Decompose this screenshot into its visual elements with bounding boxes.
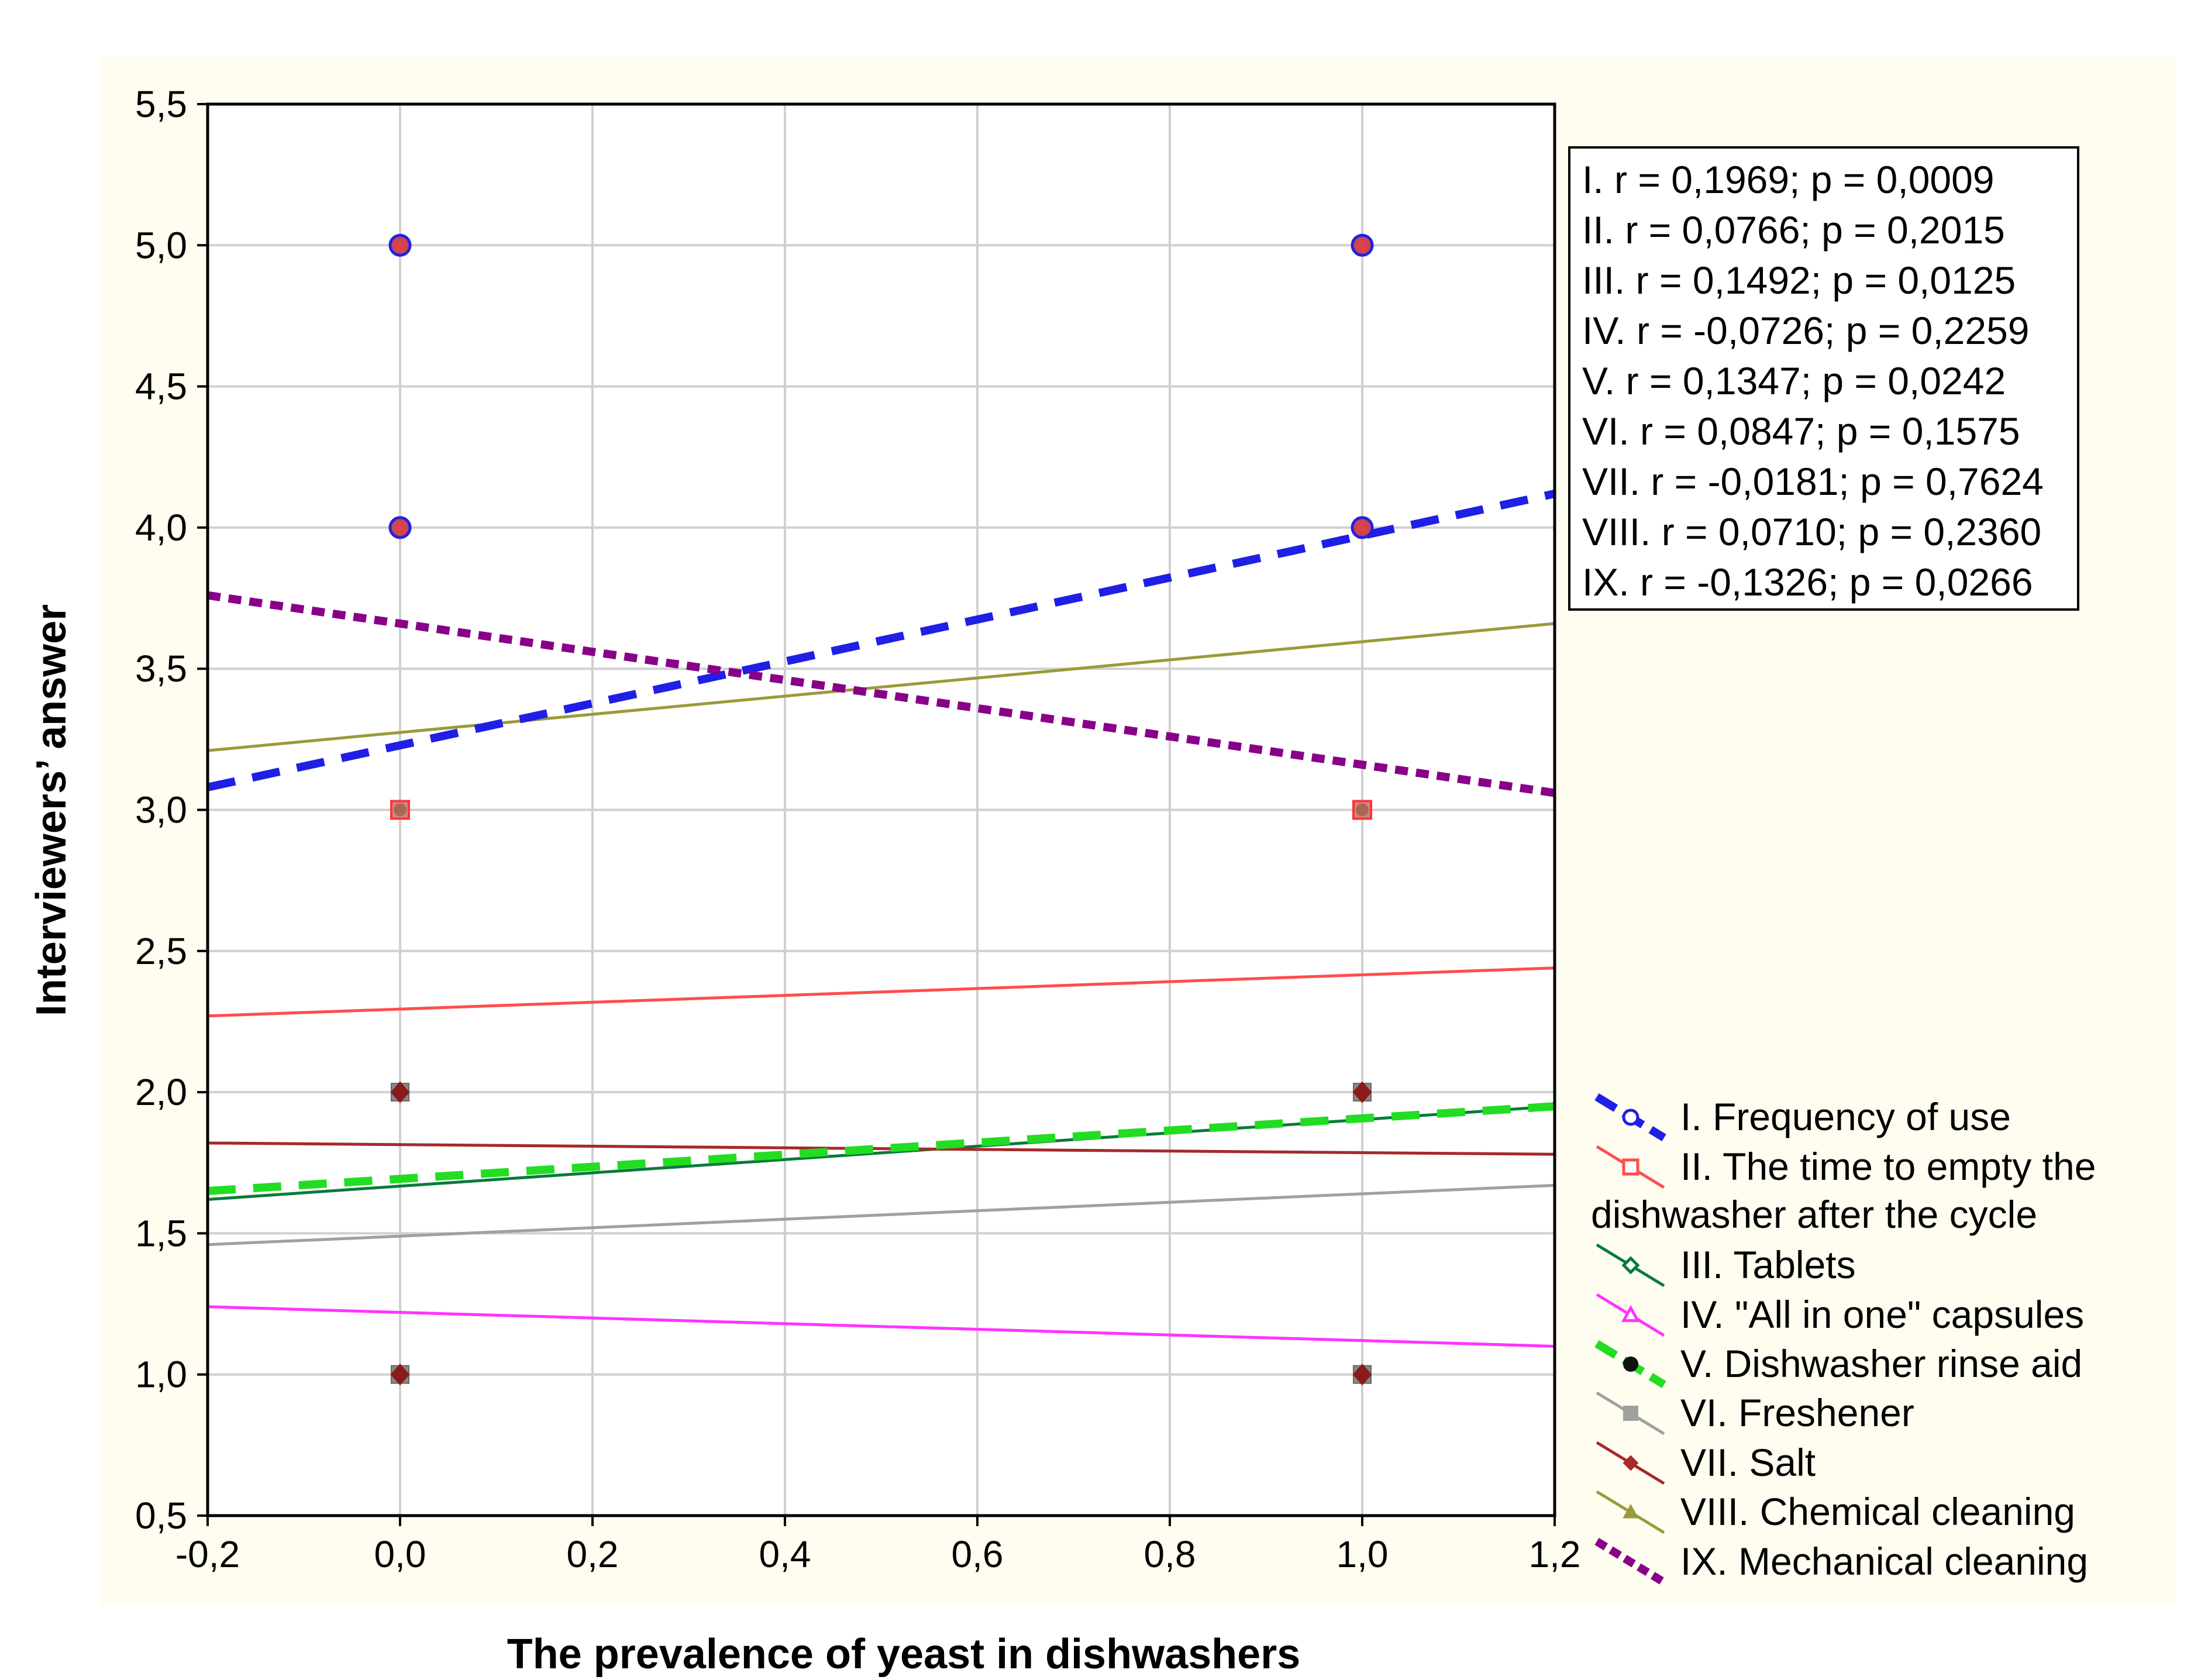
y-tick-label: 1,5	[135, 1212, 187, 1254]
data-point	[388, 516, 412, 539]
data-point-triangle	[394, 521, 406, 532]
x-tick-label: 0,0	[374, 1533, 426, 1575]
data-point-diamond	[390, 1364, 410, 1386]
y-tick-label: 4,0	[135, 507, 187, 549]
legend: I. Frequency of use II. The time to empty…	[1591, 1093, 2096, 1586]
legend-marker	[1623, 1503, 1639, 1519]
legend-label: VIII. Chemical cleaning	[1680, 1490, 2075, 1533]
legend-item-2: II. The time to empty the dishwasher afte…	[1591, 1145, 2096, 1236]
y-axis-title: Interviewers’ answer	[28, 604, 75, 1016]
stats-box: I. r = 0,1969; p = 0,0009 II. r = 0,0766;…	[1568, 146, 2079, 611]
fit-line-2	[207, 966, 1555, 1018]
y-tick-label: 4,5	[135, 366, 187, 408]
data-point	[390, 800, 410, 820]
legend-swatch-line	[1594, 1538, 1666, 1586]
data-point-diamond	[390, 1081, 410, 1103]
fit-line-7	[207, 1141, 1555, 1156]
stats-line: V. r = 0,1347; p = 0,0242	[1582, 359, 2006, 402]
stats-line: I. r = 0,1969; p = 0,0009	[1582, 158, 1995, 201]
fit-line-4	[207, 1305, 1555, 1348]
stats-line: II. r = 0,0766; p = 0,2015	[1582, 208, 2005, 252]
data-point	[1352, 1364, 1372, 1386]
data-point-circle	[1356, 803, 1369, 817]
data-point	[388, 233, 412, 257]
legend-marker	[1622, 1158, 1639, 1176]
fit-line-3	[207, 1104, 1555, 1201]
stats-line: IX. r = -0,1326; p = 0,0266	[1582, 560, 2033, 604]
legend-label: II. The time to empty the	[1680, 1145, 2096, 1188]
legend-item-7: VII. Salt	[1596, 1441, 1816, 1485]
stats-line: VIII. r = 0,0710; p = 0,2360	[1582, 510, 2041, 553]
stats-line: IV. r = -0,0726; p = 0,2259	[1582, 309, 2029, 352]
legend-label: V. Dishwasher rinse aid	[1680, 1342, 2082, 1385]
legend-label: IV. "All in one" capsules	[1680, 1293, 2084, 1336]
x-tick-label: -0,2	[175, 1533, 240, 1575]
legend-item-4: IV. "All in one" capsules	[1596, 1293, 2084, 1337]
fit-line-9	[206, 591, 1556, 797]
legend-item-5: V. Dishwasher rinse aid	[1594, 1340, 2082, 1388]
y-tick-label: 1,0	[135, 1354, 187, 1396]
fit-line-1	[206, 490, 1556, 791]
legend-item-9: IX. Mechanical cleaning	[1594, 1538, 2088, 1586]
data-point	[1352, 1081, 1372, 1103]
data-point	[390, 1364, 410, 1386]
data-point-diamond	[1352, 1364, 1372, 1386]
legend-label: III. Tablets	[1680, 1243, 1856, 1286]
legend-item-1: I. Frequency of use	[1594, 1093, 2011, 1141]
legend-item-8: VIII. Chemical cleaning	[1596, 1490, 2075, 1534]
legend-item-3: III. Tablets	[1596, 1243, 1856, 1287]
legend-item-6: VI. Freshener	[1596, 1391, 1914, 1435]
regression-lines	[206, 490, 1556, 1348]
data-points	[388, 233, 1374, 1386]
stats-box-frame	[1568, 146, 2079, 611]
data-point-diamond	[1352, 1081, 1372, 1103]
y-tick-label: 5,5	[135, 83, 187, 125]
legend-label: VI. Freshener	[1680, 1391, 1914, 1434]
x-tick-label: 1,2	[1529, 1533, 1581, 1575]
legend-label: I. Frequency of use	[1680, 1095, 2011, 1138]
data-point-triangle	[1356, 239, 1368, 250]
legend-marker	[1623, 1455, 1639, 1471]
legend-marker	[1623, 1406, 1638, 1421]
x-tick-label: 0,6	[952, 1533, 1004, 1575]
y-tick-label: 0,5	[135, 1495, 187, 1537]
data-point-circle	[394, 803, 407, 817]
data-point	[1352, 800, 1372, 820]
x-tick-label: 0,8	[1144, 1533, 1196, 1575]
stats-line: III. r = 0,1492; p = 0,0125	[1582, 259, 2016, 302]
data-point-triangle	[1356, 521, 1368, 532]
x-tick-label: 0,2	[567, 1533, 619, 1575]
data-point	[1351, 516, 1374, 539]
y-tick-label: 2,5	[135, 930, 187, 972]
data-point	[1351, 233, 1374, 257]
legend-marker	[1621, 1256, 1640, 1275]
x-tick-label: 1,0	[1336, 1533, 1389, 1575]
legend-marker	[1622, 1108, 1639, 1126]
x-axis-title: The prevalence of yeast in dishwashers	[507, 1631, 1301, 1678]
y-tick-label: 3,0	[135, 789, 187, 831]
axis-ticks: -0,2 0,0 0,2 0,4 0,6 0,8 1,0 1,2 0,5 1,0 1,5 2,0 2,5…	[135, 83, 1580, 1575]
fit-line-8	[207, 622, 1555, 752]
stats-line: VII. r = -0,0181; p = 0,7624	[1582, 460, 2044, 503]
x-tick-label: 0,4	[759, 1533, 811, 1575]
data-point	[390, 1081, 410, 1103]
legend-marker	[1623, 1357, 1638, 1372]
fit-line-6	[207, 1183, 1555, 1247]
legend-label: IX. Mechanical cleaning	[1680, 1540, 2088, 1583]
data-point-triangle	[394, 239, 406, 250]
y-tick-label: 3,5	[135, 648, 187, 690]
legend-label-cont: dishwasher after the cycle	[1591, 1193, 2037, 1236]
legend-marker	[1621, 1304, 1641, 1323]
stats-line: VI. r = 0,0847; p = 0,1575	[1582, 409, 2020, 453]
legend-label: VII. Salt	[1680, 1441, 1816, 1484]
y-tick-label: 5,0	[135, 224, 187, 266]
y-tick-label: 2,0	[135, 1071, 187, 1113]
